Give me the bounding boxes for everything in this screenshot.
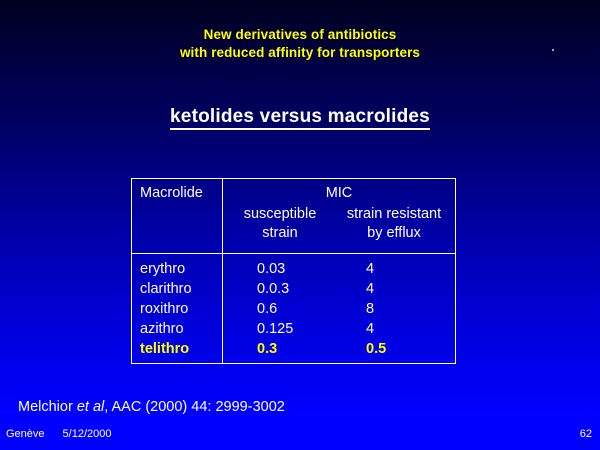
- cell-susceptible: 0.0.3: [257, 281, 290, 297]
- table-row: erythro 0.03 4: [132, 259, 455, 279]
- table-subheader-resistant-line-1: strain resistant: [346, 206, 442, 222]
- corner-dot-artifact: [552, 49, 554, 51]
- cell-resistant: 4: [366, 321, 375, 337]
- table-header-macrolide: Macrolide: [140, 185, 203, 201]
- slide-subtitle: ketolides versus macrolides: [0, 106, 600, 130]
- cell-susceptible: 0.03: [257, 261, 286, 277]
- table-body: erythro 0.03 4 clarithro 0.0.3 4 roxithr…: [132, 259, 455, 359]
- citation-rest: , AAC (2000) 44: 2999-3002: [104, 399, 285, 415]
- footer-location: Genève: [6, 428, 45, 440]
- citation-reference: Melchior et al, AAC (2000) 44: 2999-3002: [18, 399, 285, 415]
- cell-resistant: 8: [366, 301, 375, 317]
- table-row: roxithro 0.6 8: [132, 299, 455, 319]
- cell-susceptible: 0.125: [257, 321, 294, 337]
- mic-comparison-table: Macrolide MIC susceptible strain strain …: [131, 178, 456, 364]
- slide-subtitle-text: ketolides versus macrolides: [170, 106, 430, 130]
- cell-macrolide: telithro: [140, 341, 190, 357]
- cell-resistant: 0.5: [366, 341, 387, 357]
- table-column-divider: [222, 179, 223, 363]
- cell-susceptible: 0.3: [257, 341, 278, 357]
- cell-macrolide: clarithro: [140, 281, 192, 297]
- table-subheader-resistant-line-2: by efflux: [367, 225, 421, 241]
- cell-resistant: 4: [366, 261, 375, 277]
- cell-resistant: 4: [366, 281, 375, 297]
- citation-author: Melchior: [18, 399, 77, 415]
- table-subheader-susceptible-line-2: strain: [262, 225, 298, 241]
- cell-macrolide: erythro: [140, 261, 186, 277]
- table-subheader-susceptible: susceptible strain: [223, 205, 337, 243]
- table-subheaders: susceptible strain strain resistant by e…: [223, 205, 455, 243]
- cell-macrolide: roxithro: [140, 301, 189, 317]
- footer-date: 5/12/2000: [62, 428, 112, 440]
- table-header-divider: [132, 253, 455, 254]
- table-subheader-resistant: strain resistant by efflux: [337, 205, 451, 243]
- table-header-mic: MIC: [325, 185, 353, 201]
- slide-title-line-2: with reduced affinity for transporters: [179, 45, 421, 60]
- table-row: clarithro 0.0.3 4: [132, 279, 455, 299]
- cell-macrolide: azithro: [140, 321, 184, 337]
- table-row: azithro 0.125 4: [132, 319, 455, 339]
- footer-left: Genève 5/12/2000: [6, 428, 111, 440]
- slide-title: New derivatives of antibiotics with redu…: [0, 26, 600, 62]
- table-row-highlighted: telithro 0.3 0.5: [132, 339, 455, 359]
- footer-page-number: 62: [579, 428, 592, 440]
- table-subheader-susceptible-line-1: susceptible: [243, 206, 317, 222]
- slide-title-line-1: New derivatives of antibiotics: [203, 27, 397, 42]
- cell-susceptible: 0.6: [257, 301, 278, 317]
- citation-etal: et al: [76, 399, 105, 415]
